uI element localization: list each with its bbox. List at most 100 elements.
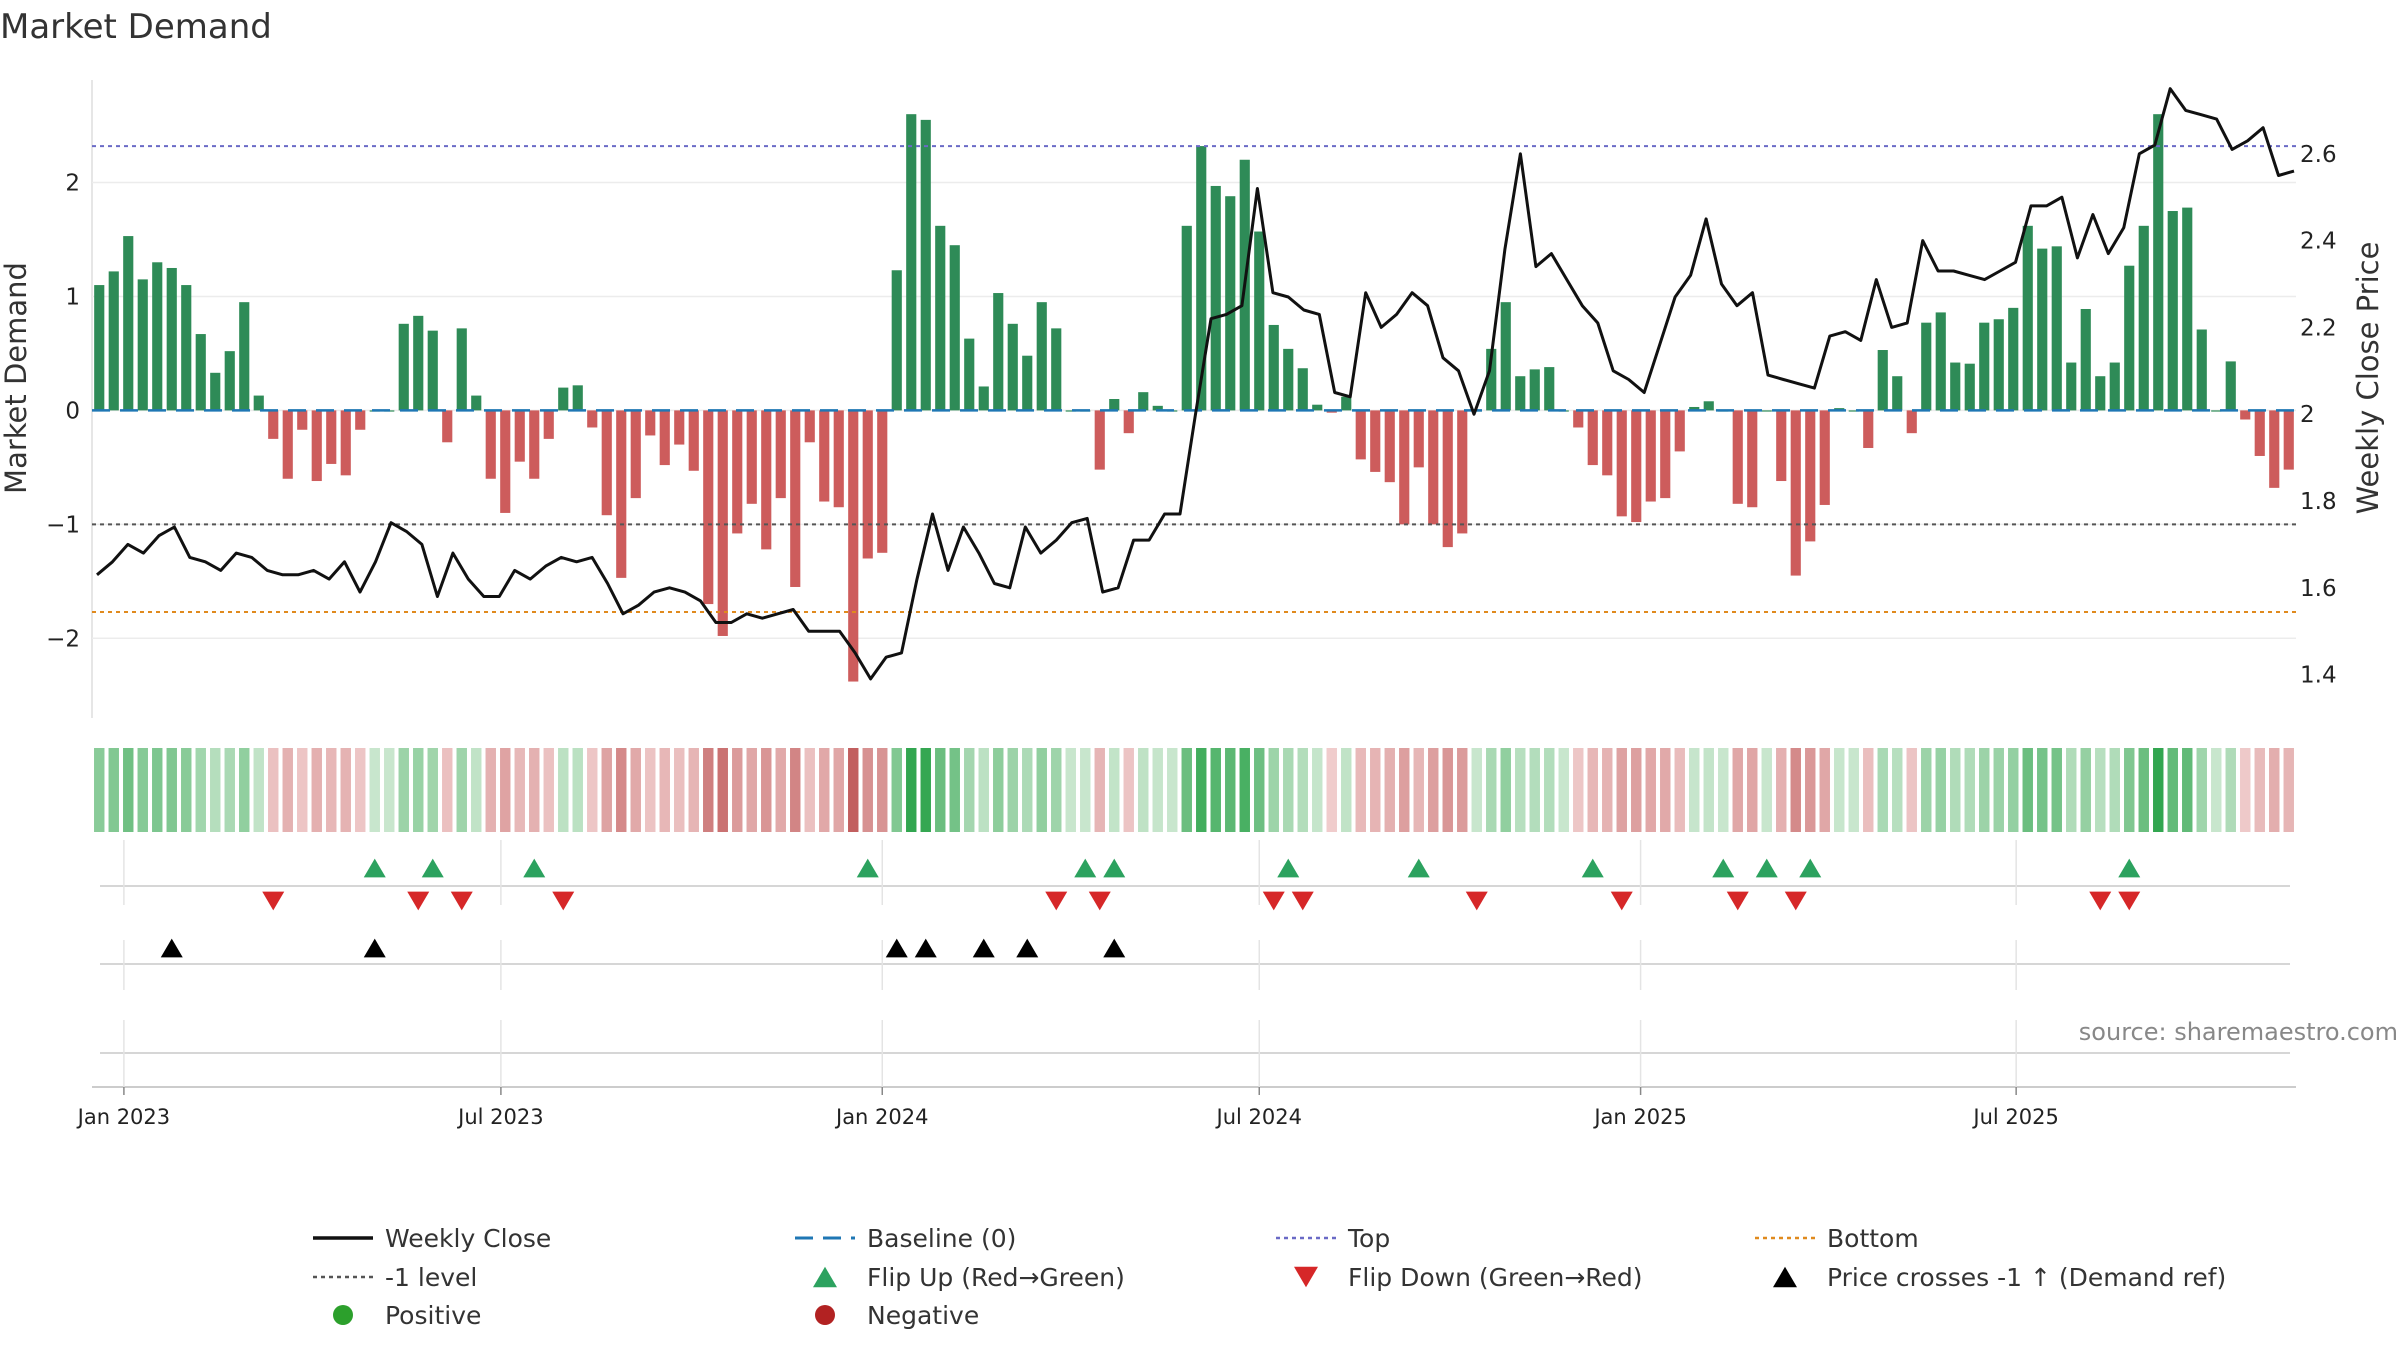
demand-bar bbox=[2240, 410, 2251, 420]
heat-cell bbox=[1355, 748, 1366, 832]
demand-bar bbox=[891, 270, 902, 411]
demand-bar bbox=[674, 410, 685, 445]
demand-bar bbox=[2080, 308, 2091, 411]
demand-bar bbox=[1689, 406, 1700, 411]
flip-up-marker bbox=[1712, 858, 1735, 878]
heat-cell bbox=[1819, 748, 1830, 832]
demand-bar bbox=[1341, 396, 1352, 411]
heat-cell bbox=[1935, 748, 1946, 832]
demand-bar bbox=[630, 410, 641, 499]
demand-bar bbox=[1674, 410, 1685, 452]
heat-cell bbox=[1022, 748, 1033, 832]
demand-bar bbox=[601, 410, 612, 516]
heat-cell bbox=[2037, 748, 2048, 832]
demand-bar bbox=[1486, 348, 1497, 411]
demand-bar bbox=[1138, 392, 1149, 411]
heat-cell bbox=[485, 748, 496, 832]
legend-label: Baseline (0) bbox=[867, 1224, 1016, 1253]
heat-cell bbox=[2153, 748, 2164, 832]
heat-cell bbox=[2022, 748, 2033, 832]
price-cross-marker bbox=[160, 938, 183, 958]
x-tick-label: Jul 2024 bbox=[1215, 1105, 1302, 1129]
demand-bar bbox=[2167, 211, 2178, 411]
demand-bar bbox=[1573, 410, 1584, 428]
demand-bar bbox=[1993, 319, 2004, 411]
flip-up-marker bbox=[1799, 858, 1822, 878]
demand-bar bbox=[761, 410, 772, 550]
demand-bar bbox=[1529, 369, 1540, 411]
demand-bar bbox=[2211, 410, 2222, 412]
heat-cell bbox=[1906, 748, 1917, 832]
demand-bar bbox=[877, 410, 888, 553]
flip-down-marker bbox=[1784, 891, 1807, 911]
demand-bar bbox=[732, 410, 743, 534]
heat-cell bbox=[978, 748, 989, 832]
y2-axis-ticks: 2.6 2.4 2.2 2 1.8 1.6 1.4 bbox=[2300, 142, 2337, 689]
demand-bar bbox=[253, 395, 264, 411]
heat-cell bbox=[514, 748, 525, 832]
heat-cell bbox=[1080, 748, 1091, 832]
y-tick-label: 0 bbox=[65, 398, 80, 424]
heat-cell bbox=[2225, 748, 2236, 832]
heat-cell bbox=[601, 748, 612, 832]
reference-lines bbox=[92, 145, 2296, 614]
heat-cell bbox=[1515, 748, 1526, 832]
flip-marker-panel bbox=[100, 858, 2290, 911]
demand-bar bbox=[1790, 410, 1801, 576]
heat-cell bbox=[2095, 748, 2106, 832]
flip-down-marker bbox=[450, 891, 473, 911]
y-axis-label: Market Demand bbox=[0, 262, 33, 494]
heat-cell bbox=[1747, 748, 1758, 832]
heat-cell bbox=[993, 748, 1004, 832]
heat-cell bbox=[645, 748, 656, 832]
heat-cell bbox=[1109, 748, 1120, 832]
y2-tick-label: 2.6 bbox=[2300, 142, 2337, 168]
heat-cell bbox=[166, 748, 177, 832]
heat-cell bbox=[2138, 748, 2149, 832]
legend-label: Weekly Close bbox=[385, 1224, 551, 1253]
legend-swatch bbox=[1294, 1266, 1318, 1288]
heat-cell bbox=[108, 748, 119, 832]
demand-bar bbox=[1384, 410, 1395, 483]
demand-bar bbox=[572, 385, 583, 411]
legend-swatch bbox=[813, 1266, 837, 1288]
heat-cell bbox=[674, 748, 685, 832]
heat-cell bbox=[1312, 748, 1323, 832]
legend-label: Flip Up (Red→Green) bbox=[867, 1263, 1125, 1292]
flip-up-marker bbox=[1277, 858, 1300, 878]
heat-cell bbox=[1152, 748, 1163, 832]
heat-cell bbox=[616, 748, 627, 832]
heat-cell bbox=[94, 748, 105, 832]
heat-cell bbox=[703, 748, 714, 832]
heat-cell bbox=[1094, 748, 1105, 832]
demand-bar bbox=[2051, 246, 2062, 411]
y-tick-label: 1 bbox=[65, 284, 80, 310]
demand-bar bbox=[1442, 410, 1453, 548]
flip-down-marker bbox=[1045, 891, 1068, 911]
demand-bar bbox=[2066, 362, 2077, 411]
legend-label: Positive bbox=[385, 1301, 481, 1330]
demand-bar bbox=[906, 114, 917, 411]
legend-swatch bbox=[815, 1305, 835, 1325]
demand-bar bbox=[1051, 328, 1062, 411]
demand-bar bbox=[1645, 410, 1656, 502]
heat-cell bbox=[2167, 748, 2178, 832]
heat-cell bbox=[949, 748, 960, 832]
heat-cell bbox=[340, 748, 351, 832]
heat-cell bbox=[1921, 748, 1932, 832]
price-cross-panel bbox=[100, 938, 2290, 965]
demand-bar bbox=[2109, 362, 2120, 411]
heat-cell bbox=[1065, 748, 1076, 832]
demand-bar bbox=[137, 279, 148, 411]
heat-cell bbox=[1457, 748, 1468, 832]
heat-cell bbox=[1631, 748, 1642, 832]
heat-cell bbox=[2283, 748, 2294, 832]
heat-cell bbox=[471, 748, 482, 832]
heat-cell bbox=[1413, 748, 1424, 832]
demand-bar bbox=[1631, 410, 1642, 523]
demand-bar bbox=[485, 410, 496, 479]
heat-cell bbox=[2211, 748, 2222, 832]
demand-bar bbox=[427, 330, 438, 411]
demand-bar bbox=[2037, 248, 2048, 411]
flip-down-marker bbox=[262, 891, 285, 911]
